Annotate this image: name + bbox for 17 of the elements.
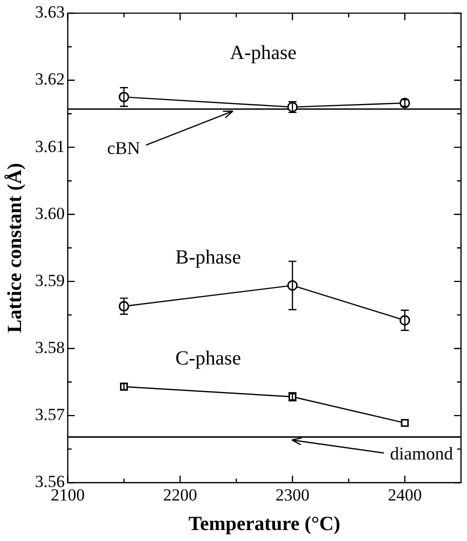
y-axis-title: Lattice constant (Å)	[4, 162, 26, 333]
y-tick-label: 3.59	[35, 270, 65, 290]
x-axis-title: Temperature (°C)	[188, 513, 340, 536]
y-tick-label: 3.61	[35, 136, 65, 156]
series-label: C-phase	[175, 348, 242, 370]
y-tick-label: 3.62	[35, 70, 65, 89]
legend-label: diamond	[390, 444, 453, 464]
y-tick-label: 3.63	[35, 2, 65, 22]
ref-line-label: cBN	[107, 138, 140, 158]
y-tick-label: 3.58	[35, 338, 65, 357]
y-tick-label: 3.57	[35, 405, 66, 424]
x-tick-label: 2300	[275, 485, 310, 504]
x-tick-label: 2200	[163, 485, 198, 504]
text: 3.60	[35, 204, 65, 223]
legend-label: A-phase	[230, 42, 297, 64]
series-label: B-phase	[175, 246, 242, 268]
x-tick-label: 2400	[388, 485, 422, 504]
